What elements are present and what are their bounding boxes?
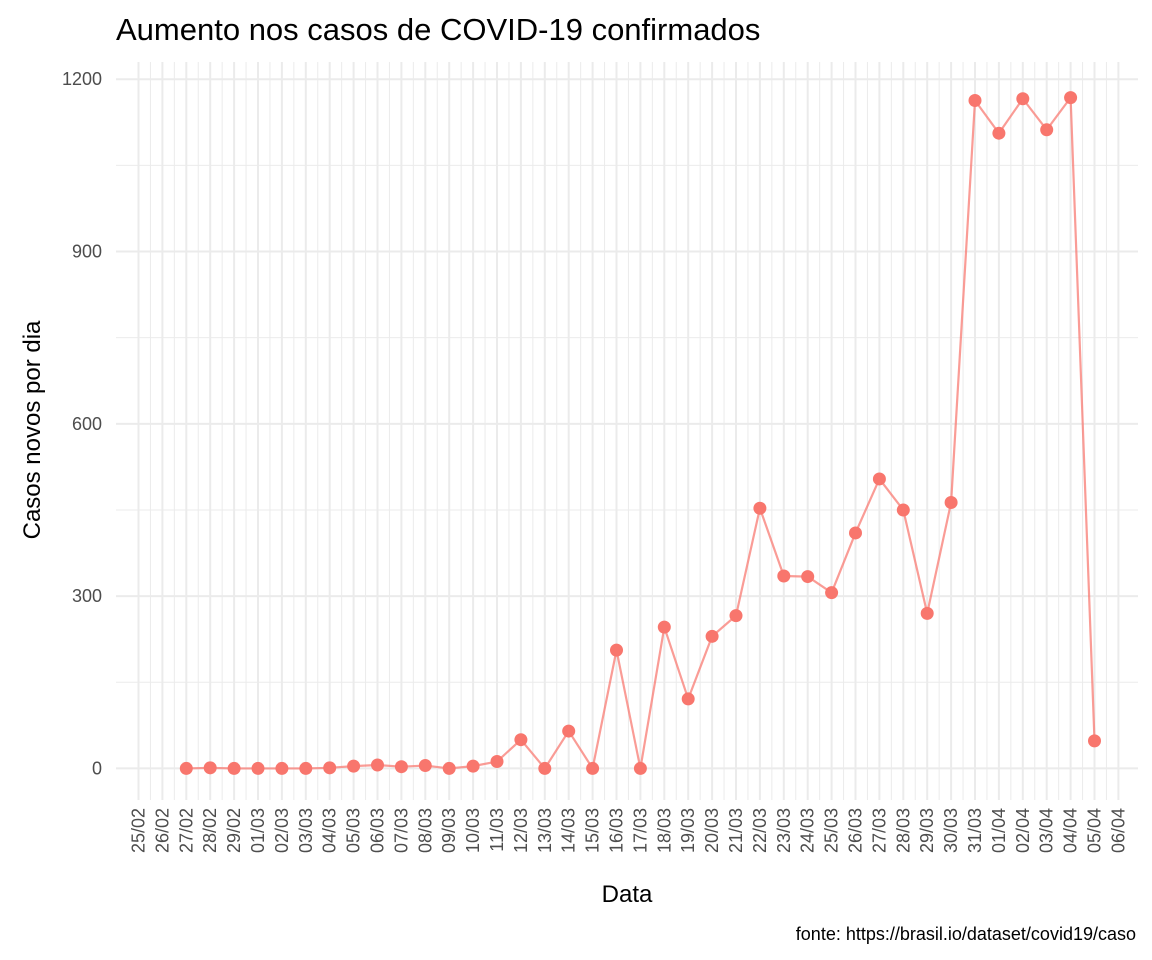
data-point [896,503,910,517]
x-tick-label: 20/03 [702,808,722,853]
data-point [275,761,289,775]
data-point [251,761,265,775]
data-point [371,758,384,772]
x-tick-label: 22/03 [750,808,770,853]
x-tick-label: 03/03 [296,808,316,853]
x-tick-label: 26/02 [152,808,172,853]
x-tick-label: 12/03 [511,808,531,853]
data-point [729,609,743,623]
data-point [777,569,791,583]
data-point [657,620,671,634]
data-point [920,606,934,620]
x-tick-label: 14/03 [559,808,579,853]
x-tick-label: 24/03 [798,808,818,853]
x-tick-label: 29/03 [917,808,937,853]
x-tick-label: 05/03 [344,808,364,853]
x-tick-label: 03/04 [1037,808,1057,853]
data-point [633,761,647,775]
data-point [1040,123,1054,137]
y-tick-label: 1200 [62,69,102,89]
x-tick-label: 27/03 [869,808,889,853]
data-point [753,501,767,515]
x-tick-label: 04/04 [1061,808,1081,853]
x-tick-label: 17/03 [630,808,650,853]
data-point [323,761,337,775]
data-point [203,761,217,775]
data-point [514,733,528,747]
data-point [992,126,1006,140]
x-tick-label: 06/03 [368,808,388,853]
x-axis-ticks: 25/02 26/02 27/02 28/02 29/02 01/03 02/03 03/03… [129,808,1129,853]
x-tick-label: 18/03 [654,808,674,853]
data-point [872,472,886,486]
x-tick-label: 21/03 [726,808,746,853]
y-tick-label: 600 [72,414,102,434]
y-axis-title: Casos novos por dia [19,320,46,539]
x-tick-label: 10/03 [463,808,483,853]
x-tick-label: 05/04 [1085,808,1105,853]
x-tick-label: 07/03 [391,808,411,853]
data-point [849,526,862,540]
data-point [562,724,576,738]
data-point [179,761,193,775]
series-points [179,91,1101,775]
data-point [538,761,552,775]
data-point [1016,92,1030,106]
x-tick-label: 28/03 [893,808,913,853]
x-tick-label: 04/03 [320,808,340,853]
data-point [586,761,600,775]
x-tick-label: 02/03 [272,808,292,853]
y-tick-label: 300 [72,586,102,606]
data-point [944,496,958,510]
x-tick-label: 25/02 [129,808,149,853]
chart-title: Aumento nos casos de COVID-19 confirmado… [116,12,760,47]
grid-major [116,62,1138,800]
x-tick-label: 08/03 [415,808,435,853]
data-point [490,755,504,769]
x-tick-label: 15/03 [583,808,603,853]
chart-caption: fonte: https://brasil.io/dataset/covid19… [796,924,1136,944]
x-tick-label: 31/03 [965,808,985,853]
x-tick-label: 01/03 [248,808,268,853]
x-tick-label: 06/04 [1108,808,1128,853]
data-point [1064,91,1078,105]
data-point [442,761,456,775]
x-tick-label: 09/03 [439,808,459,853]
x-tick-label: 16/03 [607,808,627,853]
data-point [681,692,695,706]
y-tick-label: 0 [92,758,102,778]
data-point [418,759,432,773]
x-tick-label: 23/03 [774,808,794,853]
x-tick-label: 26/03 [846,808,866,853]
data-point [968,93,982,107]
grid-minor [116,62,1138,800]
x-tick-label: 13/03 [535,808,555,853]
x-tick-label: 19/03 [678,808,698,853]
x-tick-label: 11/03 [487,808,507,852]
data-point [825,586,839,600]
x-tick-label: 01/04 [989,808,1009,853]
y-axis-ticks: 0 300 600 900 1200 [62,69,102,778]
x-tick-label: 25/03 [822,808,842,853]
data-point [299,761,313,775]
y-tick-label: 900 [72,242,102,262]
data-point [394,760,408,774]
x-tick-label: 27/02 [176,808,196,853]
x-axis-title: Data [602,881,653,908]
x-tick-label: 29/02 [224,808,244,853]
data-point [347,759,361,773]
x-tick-label: 30/03 [941,808,961,853]
data-point [466,759,480,773]
x-tick-label: 28/02 [200,808,220,853]
data-point [801,570,815,584]
x-tick-label: 02/04 [1013,808,1033,853]
data-point [227,761,241,775]
data-point [705,629,719,643]
data-point [1088,734,1101,748]
data-point [610,643,623,657]
